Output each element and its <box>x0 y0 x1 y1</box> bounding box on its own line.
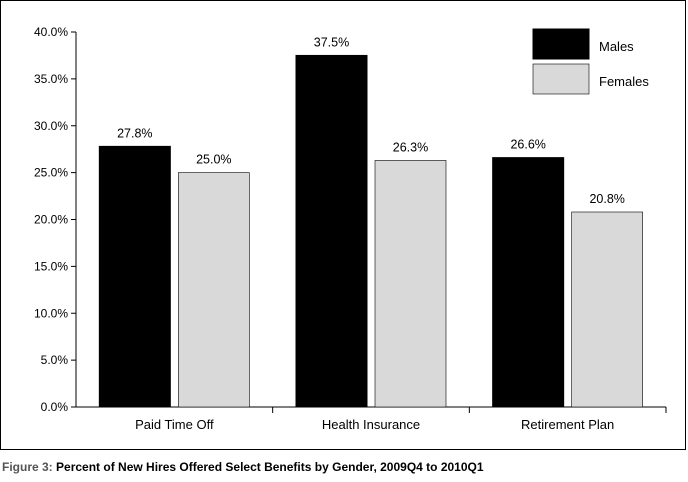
y-tick-label: 15.0% <box>34 259 68 273</box>
y-tick-label: 25.0% <box>34 166 68 180</box>
legend-swatch-males <box>532 28 590 60</box>
y-tick-label: 30.0% <box>34 119 68 133</box>
figure-label: Figure 3: <box>2 460 53 474</box>
data-label: 27.8% <box>117 126 152 140</box>
bar-females-0 <box>178 172 250 408</box>
data-label: 20.8% <box>589 192 624 206</box>
y-tick-label: 20.0% <box>34 213 68 227</box>
legend-label-males: Males <box>599 39 634 54</box>
figure-title: Percent of New Hires Offered Select Bene… <box>56 460 484 474</box>
data-label: 26.3% <box>393 140 428 154</box>
category-label: Retirement Plan <box>521 417 614 432</box>
y-tick-label: 10.0% <box>34 306 68 320</box>
category-label: Paid Time Off <box>135 417 214 432</box>
data-label: 25.0% <box>196 153 231 167</box>
chart-frame: 0.0% 5.0% 10.0% 15.0% 20.0% 25.0% 30.0% 35.0% 40… <box>0 0 686 450</box>
data-label: 26.6% <box>510 138 545 152</box>
bar-males-2 <box>492 157 565 408</box>
bar-chart: 0.0% 5.0% 10.0% 15.0% 20.0% 25.0% 30.0% 35.0% 40… <box>34 25 667 432</box>
bar-females-1 <box>374 160 447 408</box>
bar-males-1 <box>295 54 368 408</box>
y-tick-label: 40.0% <box>34 25 68 39</box>
bar-females-2 <box>571 211 643 408</box>
data-label: 37.5% <box>314 35 349 49</box>
category-label: Health Insurance <box>322 417 420 432</box>
bar-males-0 <box>98 145 171 408</box>
y-tick-label: 5.0% <box>41 353 69 367</box>
y-tick-label: 0.0% <box>41 400 69 414</box>
legend-swatch-females <box>532 63 590 95</box>
legend-label-females: Females <box>599 74 649 89</box>
y-tick-label: 35.0% <box>34 72 68 86</box>
figure-caption: Figure 3: Percent of New Hires Offered S… <box>2 460 484 474</box>
